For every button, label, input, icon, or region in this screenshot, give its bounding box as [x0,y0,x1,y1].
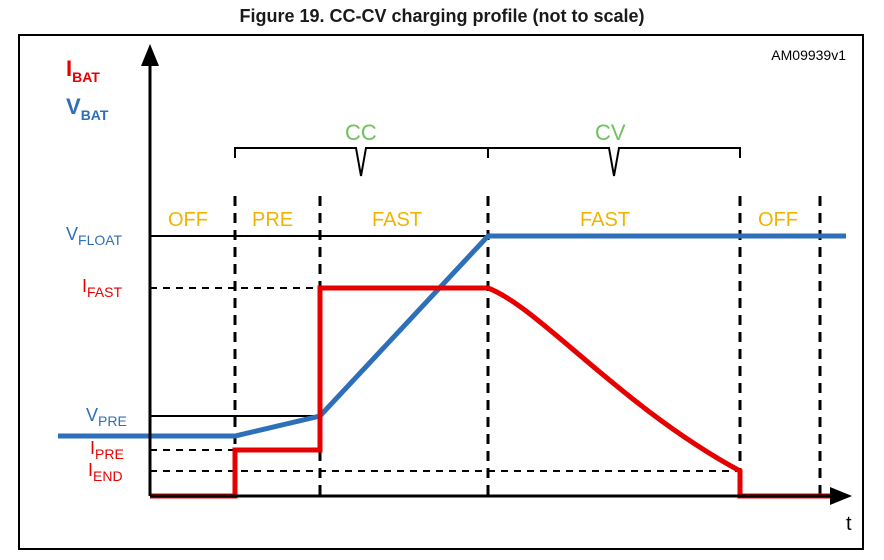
phase-label-off-2: OFF [758,209,798,231]
phase-label-fast-1: FAST [372,209,422,231]
phase-label-off-1: OFF [168,209,208,231]
chart-frame: AM09939v1 IBAT VBAT VFLOAT IFAST VPRE IP… [18,34,864,550]
ytick-ifast: IFAST [82,276,122,300]
mode-label-cv: CV [595,120,626,145]
phase-label-pre: PRE [252,209,293,231]
ytick-iend: IEND [88,460,123,484]
x-axis-label: t [846,513,852,535]
ytick-vpre: VPRE [86,405,127,429]
y-axis-arrow [141,44,159,66]
phase-label-fast-2: FAST [580,209,630,231]
vbat-curve [58,236,846,436]
y-axis-label-ibat: IBAT [66,56,100,85]
mode-label-cc: CC [345,120,377,145]
figure-title: Figure 19. CC-CV charging profile (not t… [0,6,884,27]
ytick-vfloat: VFLOAT [66,224,123,248]
x-axis-arrow [830,487,852,505]
bracket-cv [488,148,740,176]
ytick-ipre: IPRE [90,438,124,462]
cc-cv-chart: AM09939v1 IBAT VBAT VFLOAT IFAST VPRE IP… [20,36,866,552]
y-axis-label-vbat: VBAT [66,94,109,123]
ibat-curve [150,288,846,496]
revision-code: AM09939v1 [771,47,846,63]
bracket-cc [235,148,488,176]
